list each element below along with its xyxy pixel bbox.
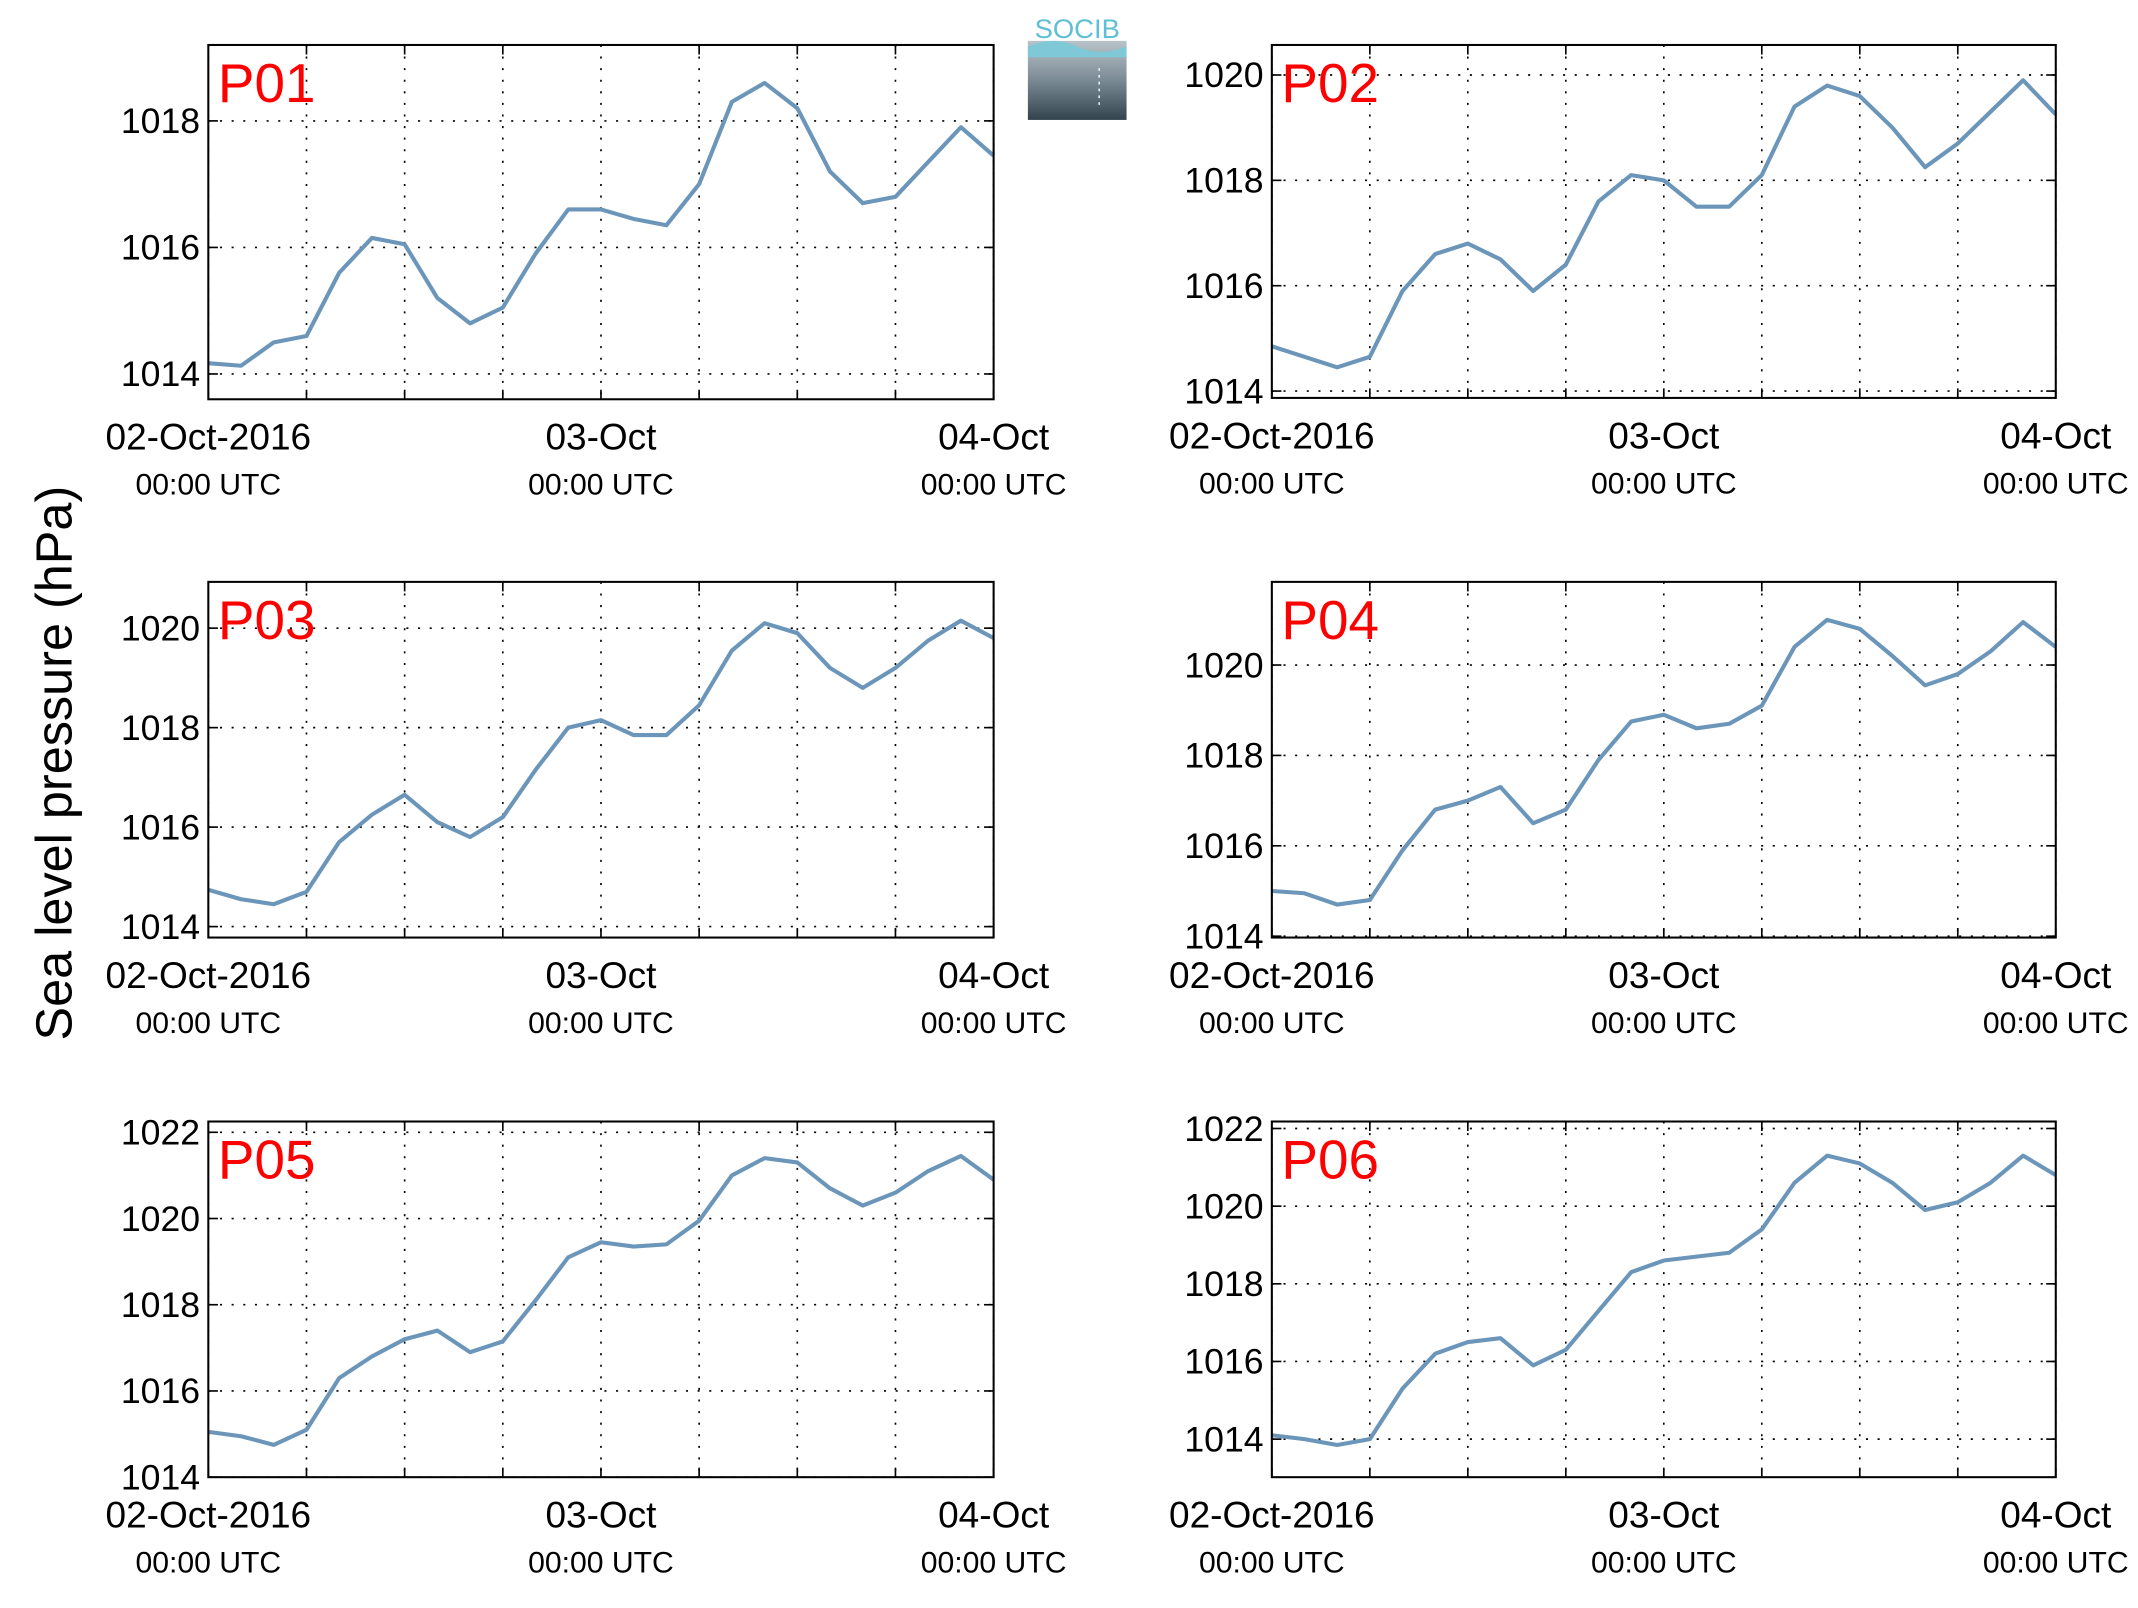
x-tick-sublabel: 00:00 UTC bbox=[1199, 1007, 1345, 1040]
x-tick-label: 04-Oct bbox=[938, 1495, 1049, 1536]
subplot-title: P03 bbox=[218, 590, 316, 651]
y-tick-label: 1016 bbox=[1184, 1342, 1263, 1382]
y-axis-title: Sea level pressure (hPa) bbox=[25, 486, 82, 1041]
x-tick-label: 02-Oct-2016 bbox=[106, 1495, 312, 1536]
y-tick-label: 1016 bbox=[121, 807, 200, 847]
x-tick-sublabel: 00:00 UTC bbox=[528, 469, 674, 502]
y-tick-label: 1014 bbox=[1184, 1419, 1263, 1459]
y-tick-label: 1014 bbox=[121, 907, 200, 947]
subplot-title: P01 bbox=[218, 53, 316, 114]
x-tick-label: 03-Oct bbox=[1608, 955, 1719, 996]
x-tick-label: 02-Oct-2016 bbox=[1169, 415, 1375, 456]
subplot: 1014 1016 1018 1020 02-Oct-2016 00:00 UTC 03-O… bbox=[106, 580, 1067, 1040]
x-tick-label: 04-Oct bbox=[2000, 955, 2111, 996]
x-tick-sublabel: 00:00 UTC bbox=[1591, 1547, 1737, 1580]
subplot: 1014 1016 1018 1020 02-Oct-2016 00:00 UTC 03-O… bbox=[1169, 580, 2129, 1040]
y-tick-label: 1016 bbox=[1184, 826, 1263, 866]
x-tick-sublabel: 00:00 UTC bbox=[1199, 467, 1345, 500]
y-tick-label: 1020 bbox=[1184, 1187, 1263, 1227]
x-tick-label: 04-Oct bbox=[938, 955, 1049, 996]
x-tick-sublabel: 00:00 UTC bbox=[1591, 467, 1737, 500]
logo-wave bbox=[1027, 40, 1127, 58]
data-line bbox=[207, 618, 995, 907]
x-tick-sublabel: 00:00 UTC bbox=[135, 1007, 281, 1040]
x-tick-label: 03-Oct bbox=[1608, 1495, 1719, 1536]
y-tick-label: 1016 bbox=[121, 1371, 200, 1411]
x-tick-sublabel: 00:00 UTC bbox=[528, 1007, 674, 1040]
y-tick-label: 1022 bbox=[121, 1113, 200, 1153]
x-tick-label: 04-Oct bbox=[2000, 415, 2111, 456]
x-tick-sublabel: 00:00 UTC bbox=[135, 1547, 281, 1580]
y-tick-label: 1018 bbox=[1184, 161, 1263, 201]
subplot: 1014 1016 1018 1020 1022 02-Oct-2016 00:00 UTC… bbox=[1169, 1109, 2129, 1580]
y-tick-label: 1014 bbox=[1184, 371, 1263, 411]
x-tick-sublabel: 00:00 UTC bbox=[1983, 1547, 2129, 1580]
x-tick-sublabel: 00:00 UTC bbox=[135, 469, 281, 502]
plot-frame bbox=[1270, 43, 2057, 399]
x-tick-label: 03-Oct bbox=[545, 417, 656, 458]
x-tick-label: 04-Oct bbox=[2000, 1495, 2111, 1536]
plot-area bbox=[1271, 44, 2056, 398]
x-tick-sublabel: 00:00 UTC bbox=[528, 1547, 674, 1580]
y-tick-label: 1020 bbox=[1184, 645, 1263, 685]
subplot: 1014 1016 1018 1020 02-Oct-2016 00:00 UTC 03-O… bbox=[1169, 43, 2129, 500]
x-tick-label: 03-Oct bbox=[545, 1495, 656, 1536]
x-tick-label: 03-Oct bbox=[1608, 415, 1719, 456]
x-tick-sublabel: 00:00 UTC bbox=[1199, 1547, 1345, 1580]
data-line bbox=[208, 80, 995, 368]
y-tick-label: 1014 bbox=[121, 354, 200, 394]
plot-frame bbox=[207, 580, 995, 939]
subplot: 1014 1016 1018 02-Oct-2016 00:00 UTC 03-Oct 00… bbox=[106, 43, 1067, 502]
subplot-title: P02 bbox=[1281, 53, 1379, 114]
subplot-title: P04 bbox=[1281, 590, 1379, 651]
x-tick-sublabel: 00:00 UTC bbox=[1983, 1007, 2129, 1040]
x-tick-label: 03-Oct bbox=[545, 955, 656, 996]
y-tick-label: 1020 bbox=[121, 608, 200, 648]
data-line bbox=[208, 1153, 995, 1447]
x-tick-sublabel: 00:00 UTC bbox=[921, 469, 1067, 502]
y-tick-label: 1018 bbox=[1184, 736, 1263, 776]
data-line bbox=[1271, 1153, 2057, 1447]
y-tick-label: 1016 bbox=[121, 228, 200, 268]
x-tick-label: 02-Oct-2016 bbox=[1169, 1495, 1375, 1536]
x-tick-label: 02-Oct-2016 bbox=[1169, 955, 1375, 996]
y-tick-label: 1018 bbox=[121, 101, 200, 141]
y-tick-label: 1018 bbox=[1184, 1264, 1263, 1304]
subplot: 1014 1016 1018 1020 1022 02-Oct-2016 00:00 UTC… bbox=[106, 1113, 1067, 1580]
plot-frame bbox=[1270, 580, 2057, 939]
x-tick-sublabel: 00:00 UTC bbox=[921, 1547, 1067, 1580]
y-tick-label: 1016 bbox=[1184, 266, 1263, 306]
y-tick-label: 1014 bbox=[121, 1458, 200, 1498]
subplot-title: P05 bbox=[218, 1130, 316, 1191]
x-tick-label: 04-Oct bbox=[938, 417, 1049, 458]
y-tick-label: 1022 bbox=[1184, 1109, 1263, 1149]
x-tick-label: 02-Oct-2016 bbox=[106, 417, 312, 458]
plot-frame bbox=[207, 1120, 995, 1479]
x-tick-sublabel: 00:00 UTC bbox=[921, 1007, 1067, 1040]
y-tick-label: 1018 bbox=[121, 708, 200, 748]
data-line bbox=[1271, 78, 2058, 370]
y-tick-label: 1020 bbox=[121, 1199, 200, 1239]
logo-text: SOCIB bbox=[1035, 13, 1120, 44]
x-tick-sublabel: 00:00 UTC bbox=[1983, 467, 2129, 500]
x-tick-label: 02-Oct-2016 bbox=[106, 955, 312, 996]
x-tick-sublabel: 00:00 UTC bbox=[1591, 1007, 1737, 1040]
y-tick-label: 1020 bbox=[1184, 55, 1263, 95]
plot-frame bbox=[207, 43, 995, 401]
subplot-title: P06 bbox=[1281, 1130, 1379, 1191]
logo: SOCIB bbox=[1027, 13, 1127, 120]
y-tick-label: 1014 bbox=[1184, 917, 1263, 957]
data-line bbox=[1271, 617, 2058, 907]
plot-frame bbox=[1270, 1120, 2057, 1479]
y-tick-label: 1018 bbox=[121, 1285, 200, 1325]
